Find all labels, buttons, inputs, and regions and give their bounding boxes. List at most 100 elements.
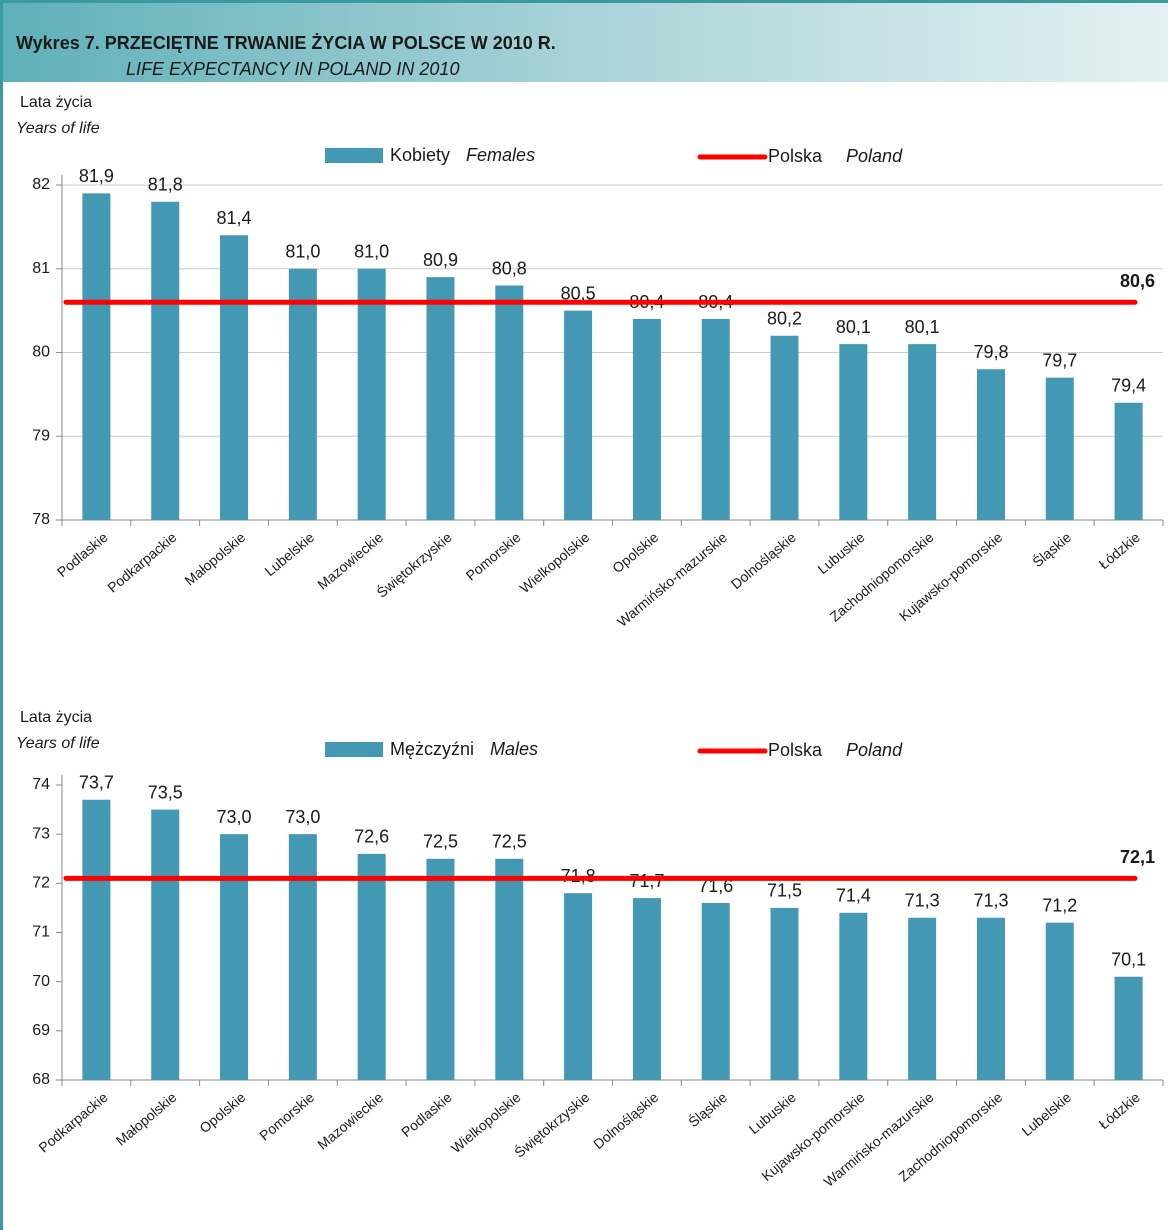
x-tick-label: Podlaskie xyxy=(54,529,111,580)
bar xyxy=(908,917,937,1080)
data-label: 71,3 xyxy=(973,891,1008,911)
y-tick-label: 68 xyxy=(32,1071,50,1088)
y-tick-label: 73 xyxy=(32,825,50,842)
bar xyxy=(701,903,730,1080)
x-tick-label: Mazowieckie xyxy=(314,1089,386,1153)
y-tick-label: 80 xyxy=(32,344,50,361)
x-tick-label: Łódzkie xyxy=(1096,1089,1143,1132)
bar xyxy=(632,319,661,520)
bar xyxy=(288,268,317,520)
bar xyxy=(426,277,455,520)
y-tick-label: 78 xyxy=(32,511,50,528)
bar xyxy=(701,319,730,520)
data-label: 80,1 xyxy=(905,317,940,337)
data-label: 81,0 xyxy=(354,242,389,262)
x-tick-label: Podkarpackie xyxy=(35,1089,110,1156)
x-tick-label: Pomorskie xyxy=(256,1089,317,1144)
x-tick-label: Lubuskie xyxy=(814,529,867,577)
bar xyxy=(1114,976,1143,1080)
x-tick-label: Podlaskie xyxy=(398,1089,455,1140)
bar xyxy=(426,858,455,1080)
x-tick-label: Lubuskie xyxy=(746,1089,799,1137)
x-tick-label: Świętokrzyskie xyxy=(511,1088,593,1161)
data-label: 81,8 xyxy=(148,175,183,195)
bar xyxy=(564,310,593,520)
y-tick-label: 71 xyxy=(32,924,50,941)
bar xyxy=(220,235,249,520)
data-label: 80,8 xyxy=(492,258,527,278)
bar xyxy=(1114,402,1143,520)
x-tick-label: Małopolskie xyxy=(113,1089,180,1149)
x-tick-label: Opolskie xyxy=(196,1089,248,1136)
legend-label: Poland xyxy=(846,740,903,760)
y-axis-label: Years of life xyxy=(16,735,100,752)
bar xyxy=(82,193,111,520)
y-axis-label: Years of life xyxy=(16,120,100,137)
data-label: 73,5 xyxy=(148,782,183,802)
bar xyxy=(564,893,593,1080)
header-band xyxy=(0,0,1168,82)
y-tick-label: 81 xyxy=(32,260,50,277)
x-tick-label: Lubelskie xyxy=(1018,1089,1074,1139)
bar xyxy=(839,344,868,520)
legend-label: Kobiety xyxy=(390,145,450,165)
legend-label: Mężczyźni xyxy=(390,739,474,759)
bar xyxy=(1045,922,1074,1080)
x-tick-label: Warmińsko-mazurskie xyxy=(614,529,730,630)
page-subtitle: LIFE EXPECTANCY IN POLAND IN 2010 xyxy=(126,59,459,79)
data-label: 70,1 xyxy=(1111,950,1146,970)
x-tick-label: Lubelskie xyxy=(262,529,318,579)
y-axis-label: Lata życia xyxy=(20,94,92,111)
bar xyxy=(151,201,180,520)
data-label: 79,7 xyxy=(1042,350,1077,370)
data-label: 72,5 xyxy=(492,832,527,852)
y-tick-label: 69 xyxy=(32,1022,50,1039)
data-label: 80,5 xyxy=(561,283,596,303)
legend-label: Polska xyxy=(768,740,823,760)
bar xyxy=(82,799,111,1080)
data-label: 71,3 xyxy=(905,891,940,911)
data-label: 81,0 xyxy=(285,242,320,262)
data-label: 73,7 xyxy=(79,773,114,793)
legend-label: Females xyxy=(466,145,535,165)
x-tick-label: Pomorskie xyxy=(463,529,524,584)
bar xyxy=(976,917,1005,1080)
x-tick-label: Wielkopolskie xyxy=(517,529,593,596)
bar xyxy=(770,907,799,1080)
bar xyxy=(151,809,180,1080)
data-label: 71,4 xyxy=(836,886,871,906)
y-tick-label: 70 xyxy=(32,973,50,990)
x-tick-label: Mazowieckie xyxy=(314,529,386,593)
page-title: Wykres 7. PRZECIĘTNE TRWANIE ŻYCIA W POL… xyxy=(16,33,556,53)
bar xyxy=(770,335,799,520)
bar xyxy=(357,853,386,1080)
y-tick-label: 82 xyxy=(32,176,50,193)
legend-label: Polska xyxy=(768,146,823,166)
x-tick-label: Dolnośląskie xyxy=(590,1089,661,1152)
bar xyxy=(839,912,868,1080)
data-label: 79,4 xyxy=(1111,376,1146,396)
data-label: 71,2 xyxy=(1042,895,1077,915)
data-label: 72,5 xyxy=(423,832,458,852)
bar xyxy=(976,369,1005,520)
x-tick-label: Łódzkie xyxy=(1096,529,1143,572)
data-label: 81,4 xyxy=(217,208,252,228)
reference-label: 72,1 xyxy=(1120,847,1155,867)
data-label: 79,8 xyxy=(973,342,1008,362)
x-tick-label: Świętokrzyskie xyxy=(373,528,455,601)
bar xyxy=(495,858,524,1080)
bar xyxy=(908,344,937,520)
legend-swatch xyxy=(325,148,383,163)
bar xyxy=(495,285,524,520)
bar xyxy=(357,268,386,520)
bar xyxy=(632,898,661,1080)
x-tick-label: Podkarpackie xyxy=(104,529,179,596)
data-label: 80,9 xyxy=(423,250,458,270)
legend-swatch xyxy=(325,742,383,757)
data-label: 73,0 xyxy=(217,807,252,827)
x-tick-label: Małopolskie xyxy=(181,529,248,589)
legend-label: Males xyxy=(490,739,538,759)
y-tick-label: 79 xyxy=(32,427,50,444)
